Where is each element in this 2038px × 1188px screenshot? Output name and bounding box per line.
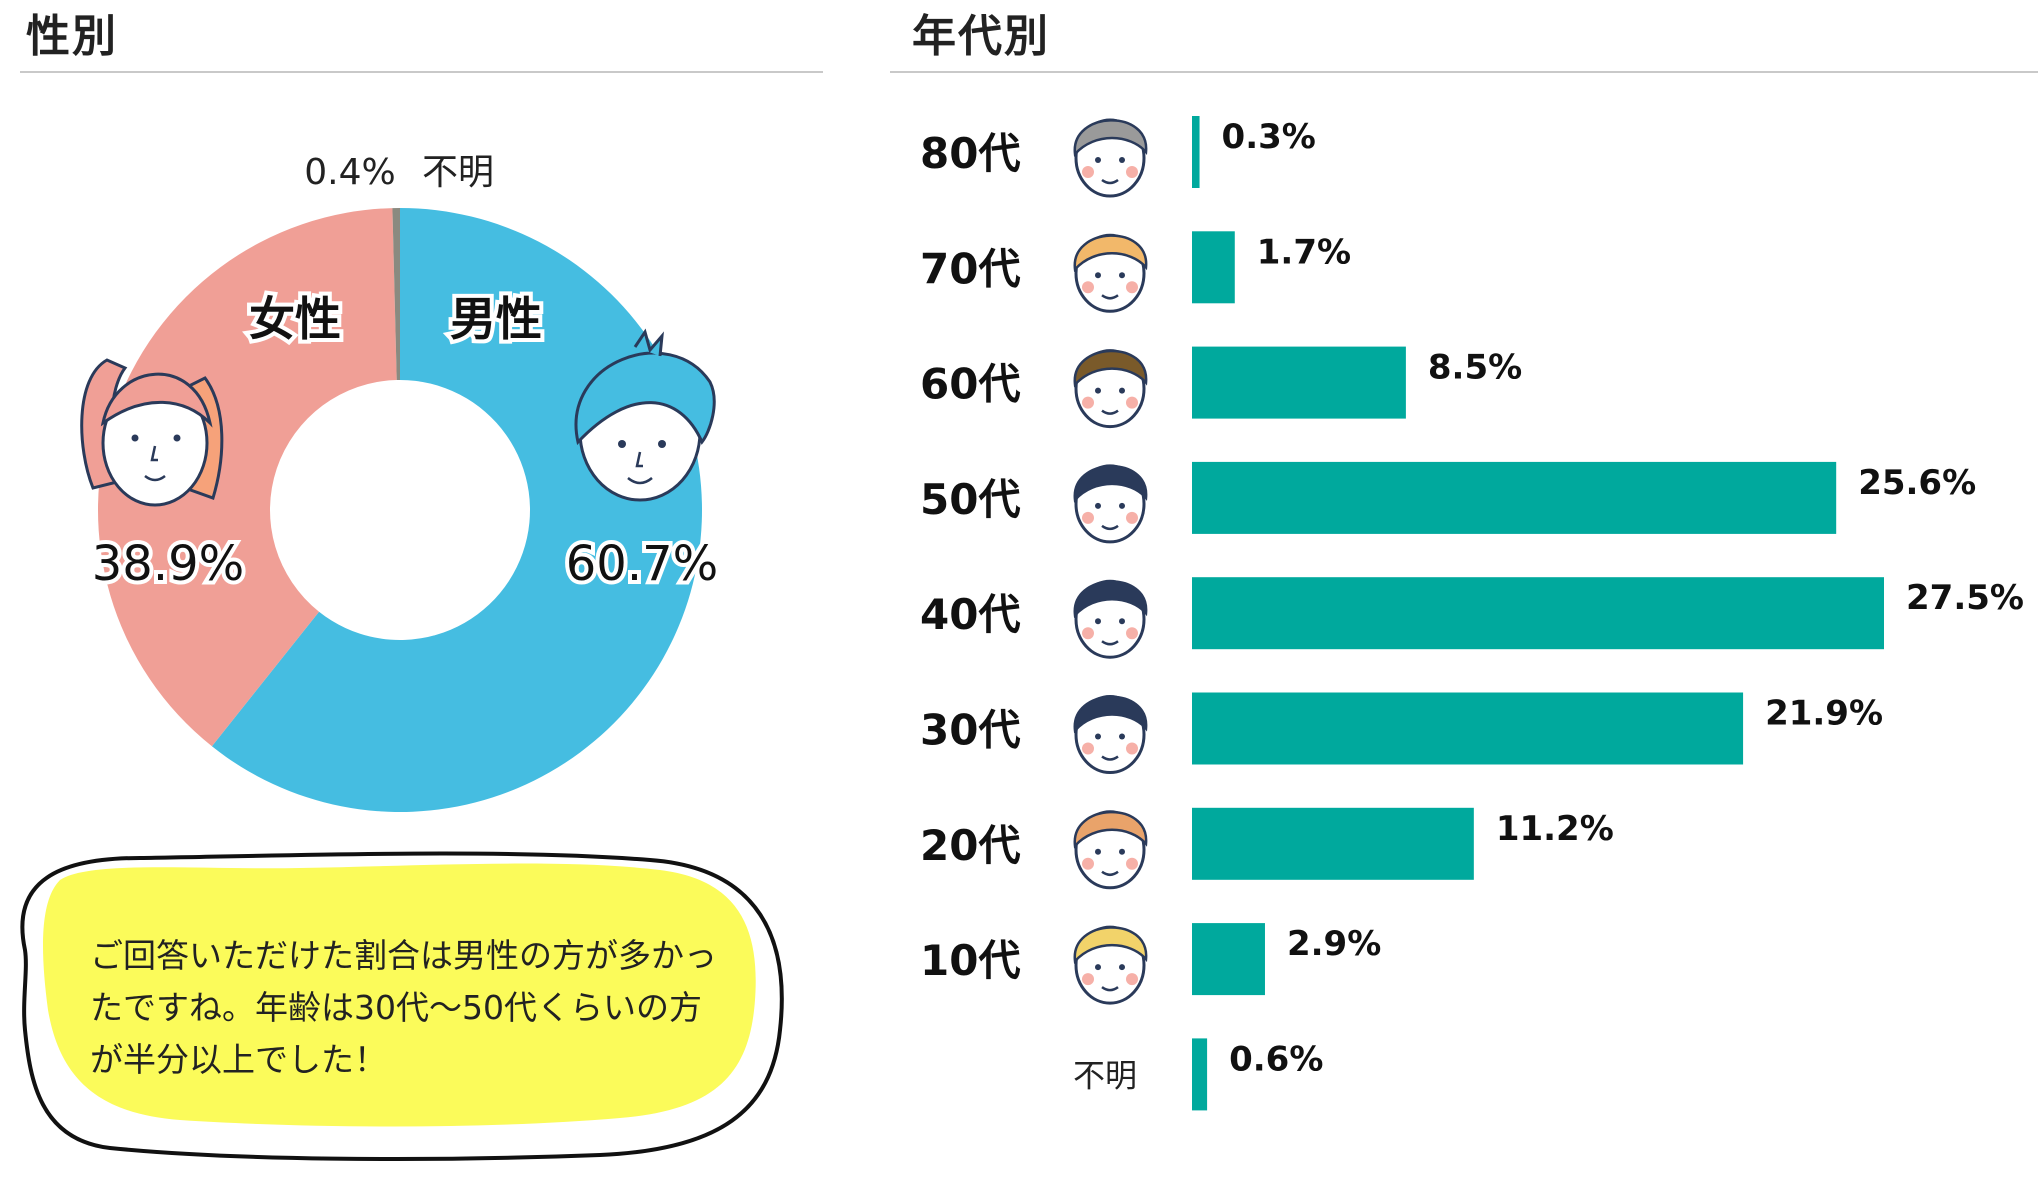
slice-value-male: 60.7% <box>566 536 718 592</box>
value-label: 11.2% <box>1496 809 1614 849</box>
donut-slice-2 <box>392 208 400 381</box>
bar <box>1192 231 1235 304</box>
value-label: 21.9% <box>1765 694 1883 734</box>
callout-bubble-outline <box>20 851 784 1162</box>
category-label: 40代 <box>920 590 1020 639</box>
category-label: 30代 <box>920 706 1020 755</box>
donut-slices <box>98 208 702 812</box>
bar <box>1192 807 1474 880</box>
bar <box>1192 1038 1208 1111</box>
slice-label-female: 女性 <box>249 292 341 346</box>
bun-hair-face-icon <box>1073 810 1148 890</box>
slice-label-unknown: 不明 <box>422 152 494 193</box>
female-face-icon <box>80 358 224 507</box>
value-label: 8.5% <box>1428 348 1522 388</box>
brown-hair-face-icon <box>1073 349 1148 429</box>
category-label: 60代 <box>920 360 1020 409</box>
bar-rows: 80代 0.3% 70代 1.7% 60代 8.5% 50代 25.6% 40代 27.5% 30代… <box>920 116 2024 1111</box>
bar <box>1192 461 1837 534</box>
elderly-face-icon <box>1073 118 1148 198</box>
callout-text: ご回答いただけた割合は男性の方が多かったですね。年齢は30代〜50代くらいの方が… <box>90 936 717 1079</box>
callout-bubble <box>43 863 756 1127</box>
value-label: 2.9% <box>1287 924 1381 964</box>
bar <box>1192 116 1200 188</box>
bar <box>1192 923 1265 996</box>
bar <box>1192 577 1884 650</box>
gender-section-title: 性別 <box>26 11 118 62</box>
blonde-face-icon <box>1073 925 1148 1005</box>
slice-label-male: 男性 <box>450 292 542 346</box>
navy-hair-woman-face-icon <box>1073 695 1148 774</box>
category-label: 70代 <box>920 244 1020 293</box>
value-label: 25.6% <box>1858 463 1976 503</box>
slice-value-unknown: 0.4% <box>304 152 395 193</box>
category-label: 50代 <box>920 475 1020 524</box>
value-label: 1.7% <box>1257 232 1351 272</box>
slice-value-female: 38.9% <box>92 536 244 592</box>
value-label: 0.6% <box>1229 1039 1323 1079</box>
age-section-title: 年代別 <box>912 11 1050 62</box>
bar <box>1192 346 1406 419</box>
spiky-hair-face-icon <box>1073 464 1148 544</box>
glasses-blonde-face-icon <box>1073 233 1148 313</box>
glasses-face-icon <box>1073 579 1148 659</box>
value-label: 0.3% <box>1222 117 1316 157</box>
male-face-icon <box>574 328 716 502</box>
gender-donut-chart: 男性 女性 60.7% 38.9% 0.4% 不明 <box>20 152 784 1162</box>
gender-title-divider <box>20 71 823 73</box>
donut-slice-0 <box>211 208 702 812</box>
value-label: 27.5% <box>1906 578 2024 618</box>
donut-slice-1 <box>98 208 397 747</box>
bar <box>1192 692 1744 765</box>
category-label: 20代 <box>920 821 1020 870</box>
age-title-divider <box>890 71 2038 73</box>
category-label: 80代 <box>920 129 1020 178</box>
category-label: 不明 <box>1073 1056 1137 1094</box>
category-label: 10代 <box>920 936 1020 985</box>
